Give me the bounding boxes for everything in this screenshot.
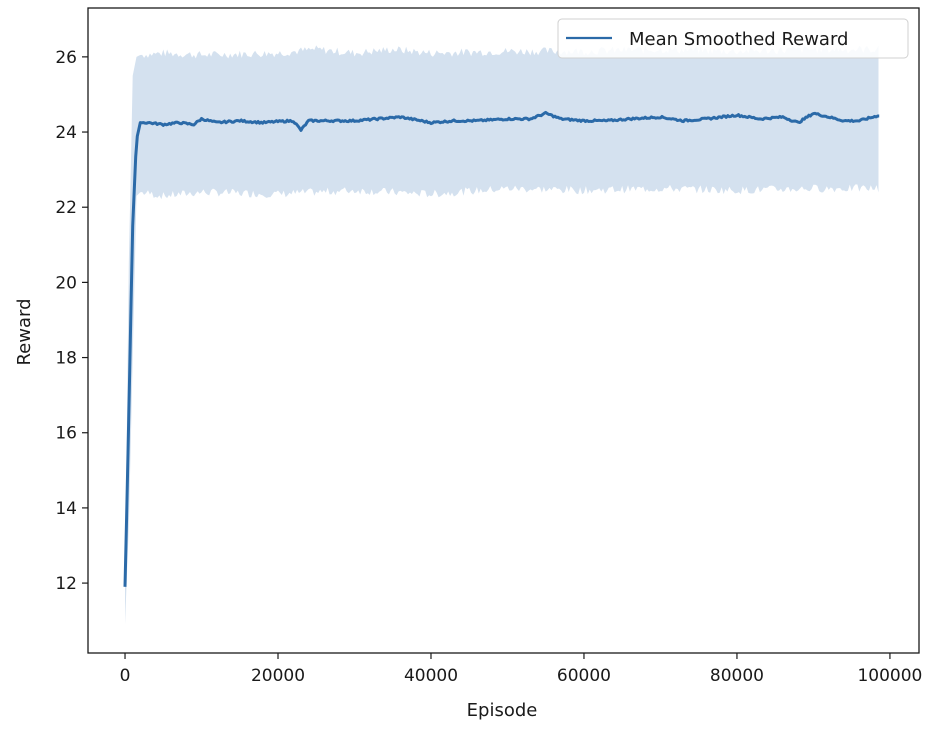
plot-frame (87, 7, 920, 654)
y-tick-label: 24 (55, 123, 77, 143)
x-axis-label: Episode (467, 700, 538, 721)
legend-box (557, 18, 909, 59)
x-axis-ticks: 0 20000 40000 60000 80000 100000 (120, 653, 922, 686)
legend: Mean Smoothed Reward (557, 18, 909, 59)
legend-entry-label: Mean Smoothed Reward (629, 29, 848, 50)
mean-reward-line (123, 110, 880, 587)
y-tick-label: 18 (55, 349, 77, 369)
y-tick-label: 16 (55, 424, 77, 444)
y-tick-label: 26 (55, 48, 77, 68)
x-tick-label: 20000 (251, 666, 305, 686)
x-tick-label: 40000 (404, 666, 458, 686)
y-axis-ticks: 12 14 16 18 20 22 24 26 (55, 48, 88, 594)
y-tick-label: 12 (55, 574, 77, 594)
x-tick-label: 0 (120, 666, 131, 686)
y-tick-label: 20 (55, 273, 77, 293)
mean-reward-polyline (123, 110, 880, 587)
y-axis-label: Reward (14, 298, 35, 365)
x-tick-label: 100000 (857, 666, 922, 686)
y-tick-label: 22 (55, 198, 77, 218)
y-tick-label: 14 (55, 499, 77, 519)
x-tick-label: 80000 (710, 666, 764, 686)
std-band (125, 45, 879, 625)
std-band-area (125, 45, 879, 625)
x-tick-label: 60000 (557, 666, 611, 686)
